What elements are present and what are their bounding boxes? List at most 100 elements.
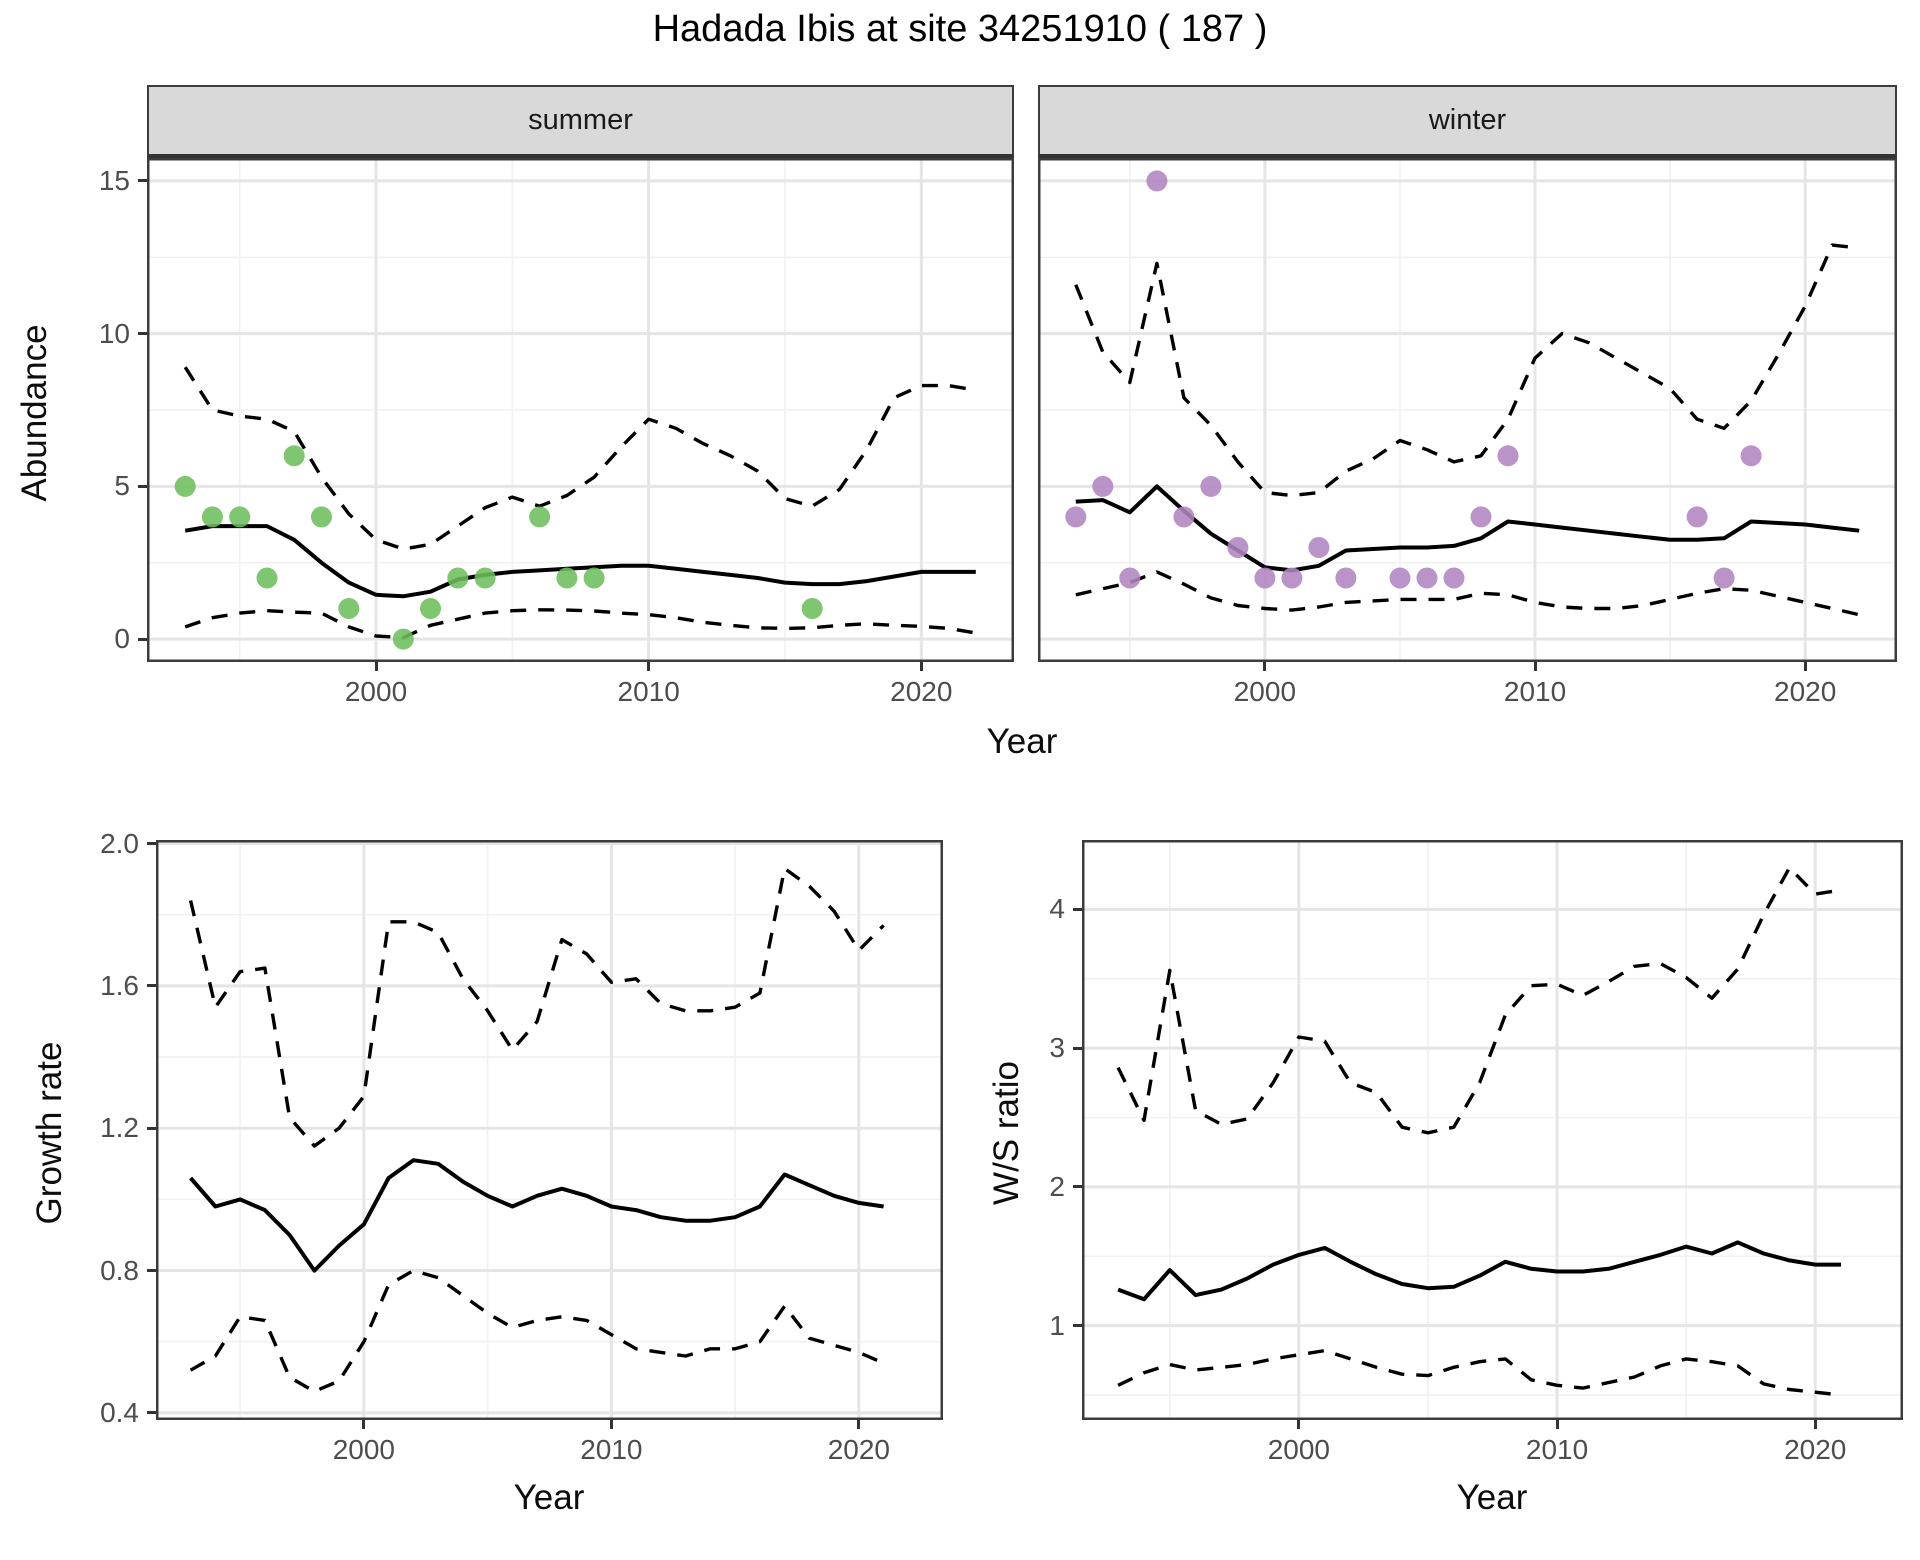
x-axis-title-year-top: Year	[986, 722, 1058, 761]
data-point-winter-observed-counts	[1092, 475, 1114, 497]
data-point-summer-observed-counts	[420, 598, 441, 619]
data-point-winter-observed-counts	[1443, 567, 1465, 589]
x-axis-title-year-bottom-left: Year	[513, 1478, 585, 1517]
data-point-summer-observed-counts	[583, 567, 605, 589]
panel-background	[156, 840, 943, 1420]
panel-background	[1082, 840, 1903, 1420]
chart-growth-rate	[156, 840, 943, 1420]
x-tick-mark	[647, 662, 651, 671]
data-point-winter-observed-counts	[1389, 567, 1411, 589]
x-tick-label: 2020	[1784, 1434, 1847, 1465]
data-point-winter-observed-counts	[1686, 506, 1708, 528]
facet-strip-summer-label: summer	[528, 104, 633, 136]
series-median	[189, 1158, 884, 1273]
data-point-winter-observed-counts	[1740, 445, 1762, 467]
y-tick-label: 5	[114, 470, 130, 502]
y-tick-label: 10	[98, 317, 130, 349]
x-tick-mark	[1297, 1420, 1301, 1429]
series-lower-ci	[1117, 1348, 1842, 1397]
data-point-winter-observed-counts	[1335, 567, 1357, 589]
y-tick-label: 15	[98, 164, 130, 196]
data-point-summer-observed-counts	[338, 598, 360, 619]
series-median	[1117, 1240, 1841, 1302]
data-point-winter-observed-counts	[1497, 445, 1519, 467]
x-tick-label: 2010	[1525, 1434, 1589, 1465]
data-point-summer-observed-counts	[283, 445, 305, 467]
data-point-winter-observed-counts	[1416, 567, 1438, 589]
data-point-summer-observed-counts	[256, 567, 278, 589]
data-point-winter-observed-counts	[1119, 567, 1141, 589]
data-point-summer-observed-counts	[392, 628, 414, 650]
data-point-summer-observed-counts	[447, 567, 469, 589]
x-tick-label: 2020	[827, 1434, 890, 1465]
y-tick-mark	[147, 984, 156, 988]
data-point-winter-observed-counts	[1713, 567, 1735, 589]
chart-abundance-winter	[1038, 158, 1897, 662]
y-axis-title-abundance: Abundance	[15, 324, 54, 502]
panel-border	[147, 158, 1014, 662]
series-lower-ci	[184, 608, 977, 640]
y-tick-label: 1.6	[100, 969, 139, 1001]
data-point-winter-observed-counts	[1065, 506, 1087, 528]
series-lower-ci	[189, 1268, 885, 1394]
y-tick-label: 4	[1049, 893, 1065, 925]
series-median	[1075, 484, 1860, 573]
facet-strip-summer: summer	[147, 85, 1014, 158]
y-tick-mark	[138, 637, 147, 641]
panel-border	[1038, 158, 1897, 662]
series-upper-ci	[1116, 866, 1842, 1135]
data-point-winter-observed-counts	[1470, 506, 1492, 528]
y-tick-label: 2.0	[100, 827, 139, 859]
x-tick-mark	[362, 1420, 366, 1429]
y-tick-mark	[1073, 1046, 1082, 1050]
data-point-winter-observed-counts	[1308, 537, 1330, 558]
x-tick-label: 2010	[1503, 676, 1567, 707]
x-tick-label: 2020	[890, 676, 953, 707]
y-tick-label: 0.4	[100, 1396, 139, 1428]
x-tick-label: 2000	[1267, 1434, 1330, 1465]
data-point-summer-observed-counts	[201, 506, 223, 528]
x-tick-mark	[1555, 1420, 1559, 1429]
data-point-summer-observed-counts	[801, 598, 823, 619]
y-tick-mark	[1073, 907, 1082, 911]
data-point-winter-observed-counts	[1254, 567, 1276, 589]
data-point-winter-observed-counts	[1281, 567, 1303, 589]
series-upper-ci	[183, 366, 977, 551]
x-axis-title-year-bottom-right: Year	[1456, 1478, 1528, 1517]
series-median	[184, 524, 976, 599]
y-tick-mark	[1073, 1324, 1082, 1328]
facet-strip-winter: winter	[1038, 85, 1897, 158]
x-tick-label: 2000	[332, 1434, 396, 1465]
data-point-summer-observed-counts	[311, 506, 332, 528]
y-tick-label: 0	[114, 623, 130, 655]
series-upper-ci	[188, 866, 885, 1148]
data-point-summer-observed-counts	[529, 506, 551, 528]
x-tick-mark	[1803, 662, 1807, 671]
data-point-summer-observed-counts	[229, 506, 251, 528]
y-tick-label: 2	[1049, 1170, 1065, 1202]
y-tick-label: 0.8	[100, 1254, 139, 1286]
y-tick-mark	[147, 1126, 156, 1130]
y-tick-mark	[147, 1411, 156, 1415]
y-tick-label: 3	[1049, 1032, 1065, 1064]
series-lower-ci	[1075, 570, 1860, 617]
x-tick-mark	[1813, 1420, 1817, 1429]
data-point-summer-observed-counts	[556, 567, 578, 589]
x-tick-mark	[857, 1420, 861, 1429]
data-point-winter-observed-counts	[1200, 475, 1222, 497]
data-point-summer-observed-counts	[474, 567, 496, 589]
y-tick-label: 1	[1049, 1309, 1065, 1341]
x-tick-label: 2000	[344, 676, 408, 707]
y-tick-mark	[1073, 1185, 1082, 1189]
y-tick-label: 1.2	[100, 1112, 139, 1144]
y-tick-mark	[138, 179, 147, 183]
chart-ws-ratio	[1082, 840, 1903, 1420]
y-tick-mark	[138, 332, 147, 336]
x-tick-label: 2010	[617, 676, 680, 707]
panel-border	[156, 840, 943, 1420]
x-tick-mark	[1533, 662, 1537, 671]
chart-title: Hadada Ibis at site 34251910 ( 187 )	[652, 8, 1268, 50]
data-point-winter-observed-counts	[1173, 506, 1195, 528]
y-axis-title-ws-ratio: W/S ratio	[987, 1061, 1026, 1205]
